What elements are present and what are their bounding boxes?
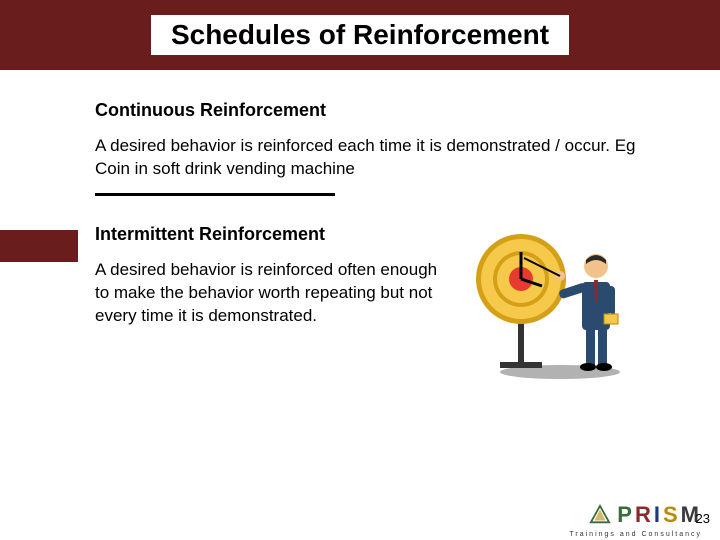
section2-body: A desired behavior is reinforced often e…: [95, 259, 440, 328]
presenter-target-illustration: [460, 204, 640, 384]
footer-logo: PRISM: [589, 502, 702, 528]
section2-row: Intermittent Reinforcement A desired beh…: [95, 224, 640, 384]
section2-text-block: Intermittent Reinforcement A desired beh…: [95, 224, 440, 338]
section1-heading: Continuous Reinforcement: [95, 100, 640, 121]
footer-tagline: Trainings and Consultancy: [569, 531, 702, 538]
prism-logo-text: PRISM: [617, 502, 702, 528]
content-area: Continuous Reinforcement A desired behav…: [0, 70, 720, 394]
page-number: 23: [696, 511, 710, 526]
section2-heading: Intermittent Reinforcement: [95, 224, 440, 245]
page-title: Schedules of Reinforcement: [151, 15, 569, 55]
section-divider: [95, 193, 335, 196]
section1-body: A desired behavior is reinforced each ti…: [95, 135, 640, 181]
prism-triangle-icon: [589, 504, 611, 526]
sidebar-accent-block: [0, 230, 78, 262]
header-bar: Schedules of Reinforcement: [0, 0, 720, 70]
